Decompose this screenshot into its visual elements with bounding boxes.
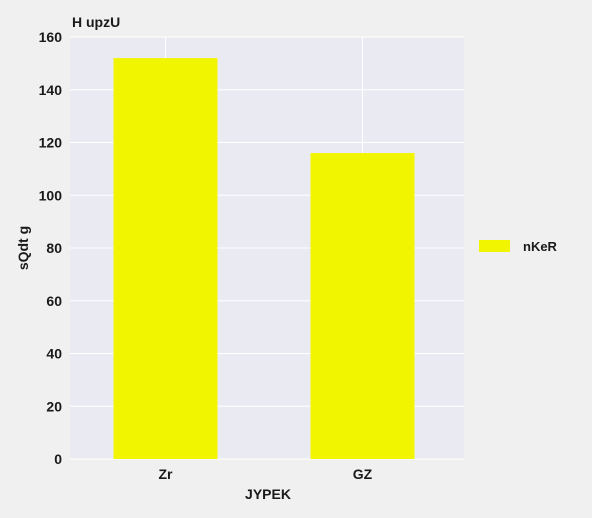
x-axis-ticks: Zr GZ [159, 466, 373, 482]
y-tick-label: 160 [39, 29, 63, 45]
legend-swatch [479, 240, 510, 252]
x-tick-label: Zr [159, 466, 174, 482]
y-tick-label: 100 [39, 187, 63, 203]
legend-label: nKeR [523, 239, 558, 254]
y-tick-label: 60 [46, 293, 62, 309]
y-tick-label: 0 [54, 451, 62, 467]
bars [113, 58, 415, 460]
x-axis-label: JYPEK [245, 486, 291, 502]
y-tick-label: 120 [39, 135, 63, 151]
bar-zr [113, 58, 218, 459]
x-tick-label: GZ [353, 466, 373, 482]
bar-gz [310, 153, 415, 460]
y-tick-label: 140 [39, 82, 63, 98]
y-axis-label: sQdt g [15, 226, 31, 270]
y-tick-label: 40 [46, 346, 62, 362]
y-tick-label: 80 [46, 240, 62, 256]
y-axis-ticks: 0 20 40 60 80 100 120 140 160 [39, 29, 63, 467]
y-tick-label: 20 [46, 398, 62, 414]
chart-title: H upzU [72, 14, 120, 30]
legend: nKeR [479, 239, 558, 254]
